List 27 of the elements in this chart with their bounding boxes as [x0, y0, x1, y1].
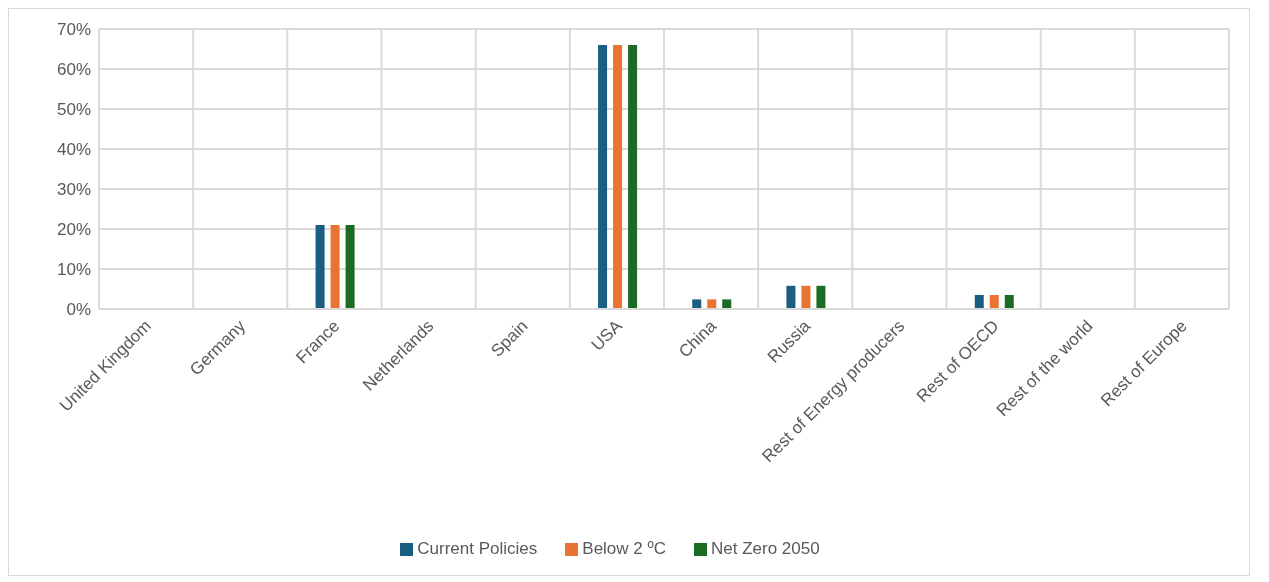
legend-label: Below 2 ºC — [582, 539, 666, 558]
bar — [1004, 295, 1014, 309]
bar — [628, 45, 638, 309]
bar — [598, 45, 608, 309]
y-tick-label: 60% — [56, 60, 91, 80]
bar — [613, 45, 623, 309]
bar — [722, 299, 732, 309]
y-tick-label: 20% — [56, 220, 91, 240]
bar — [315, 225, 325, 309]
bar — [330, 225, 340, 309]
y-tick-label: 50% — [56, 100, 91, 120]
y-tick-label: 30% — [56, 180, 91, 200]
bar — [989, 295, 999, 309]
x-tick-label: USA — [587, 315, 627, 355]
y-tick-label: 70% — [56, 20, 91, 40]
bar — [345, 225, 355, 309]
bar — [707, 299, 717, 309]
y-tick-label: 10% — [56, 260, 91, 280]
bar — [786, 285, 796, 309]
bar — [801, 285, 811, 309]
bar — [974, 295, 984, 309]
legend-label: Current Policies — [417, 539, 538, 558]
y-tick-label: 40% — [56, 140, 91, 160]
bar — [816, 285, 826, 309]
bar — [692, 299, 702, 309]
y-tick-label: 0% — [66, 300, 91, 320]
legend-label: Net Zero 2050 — [711, 539, 820, 558]
